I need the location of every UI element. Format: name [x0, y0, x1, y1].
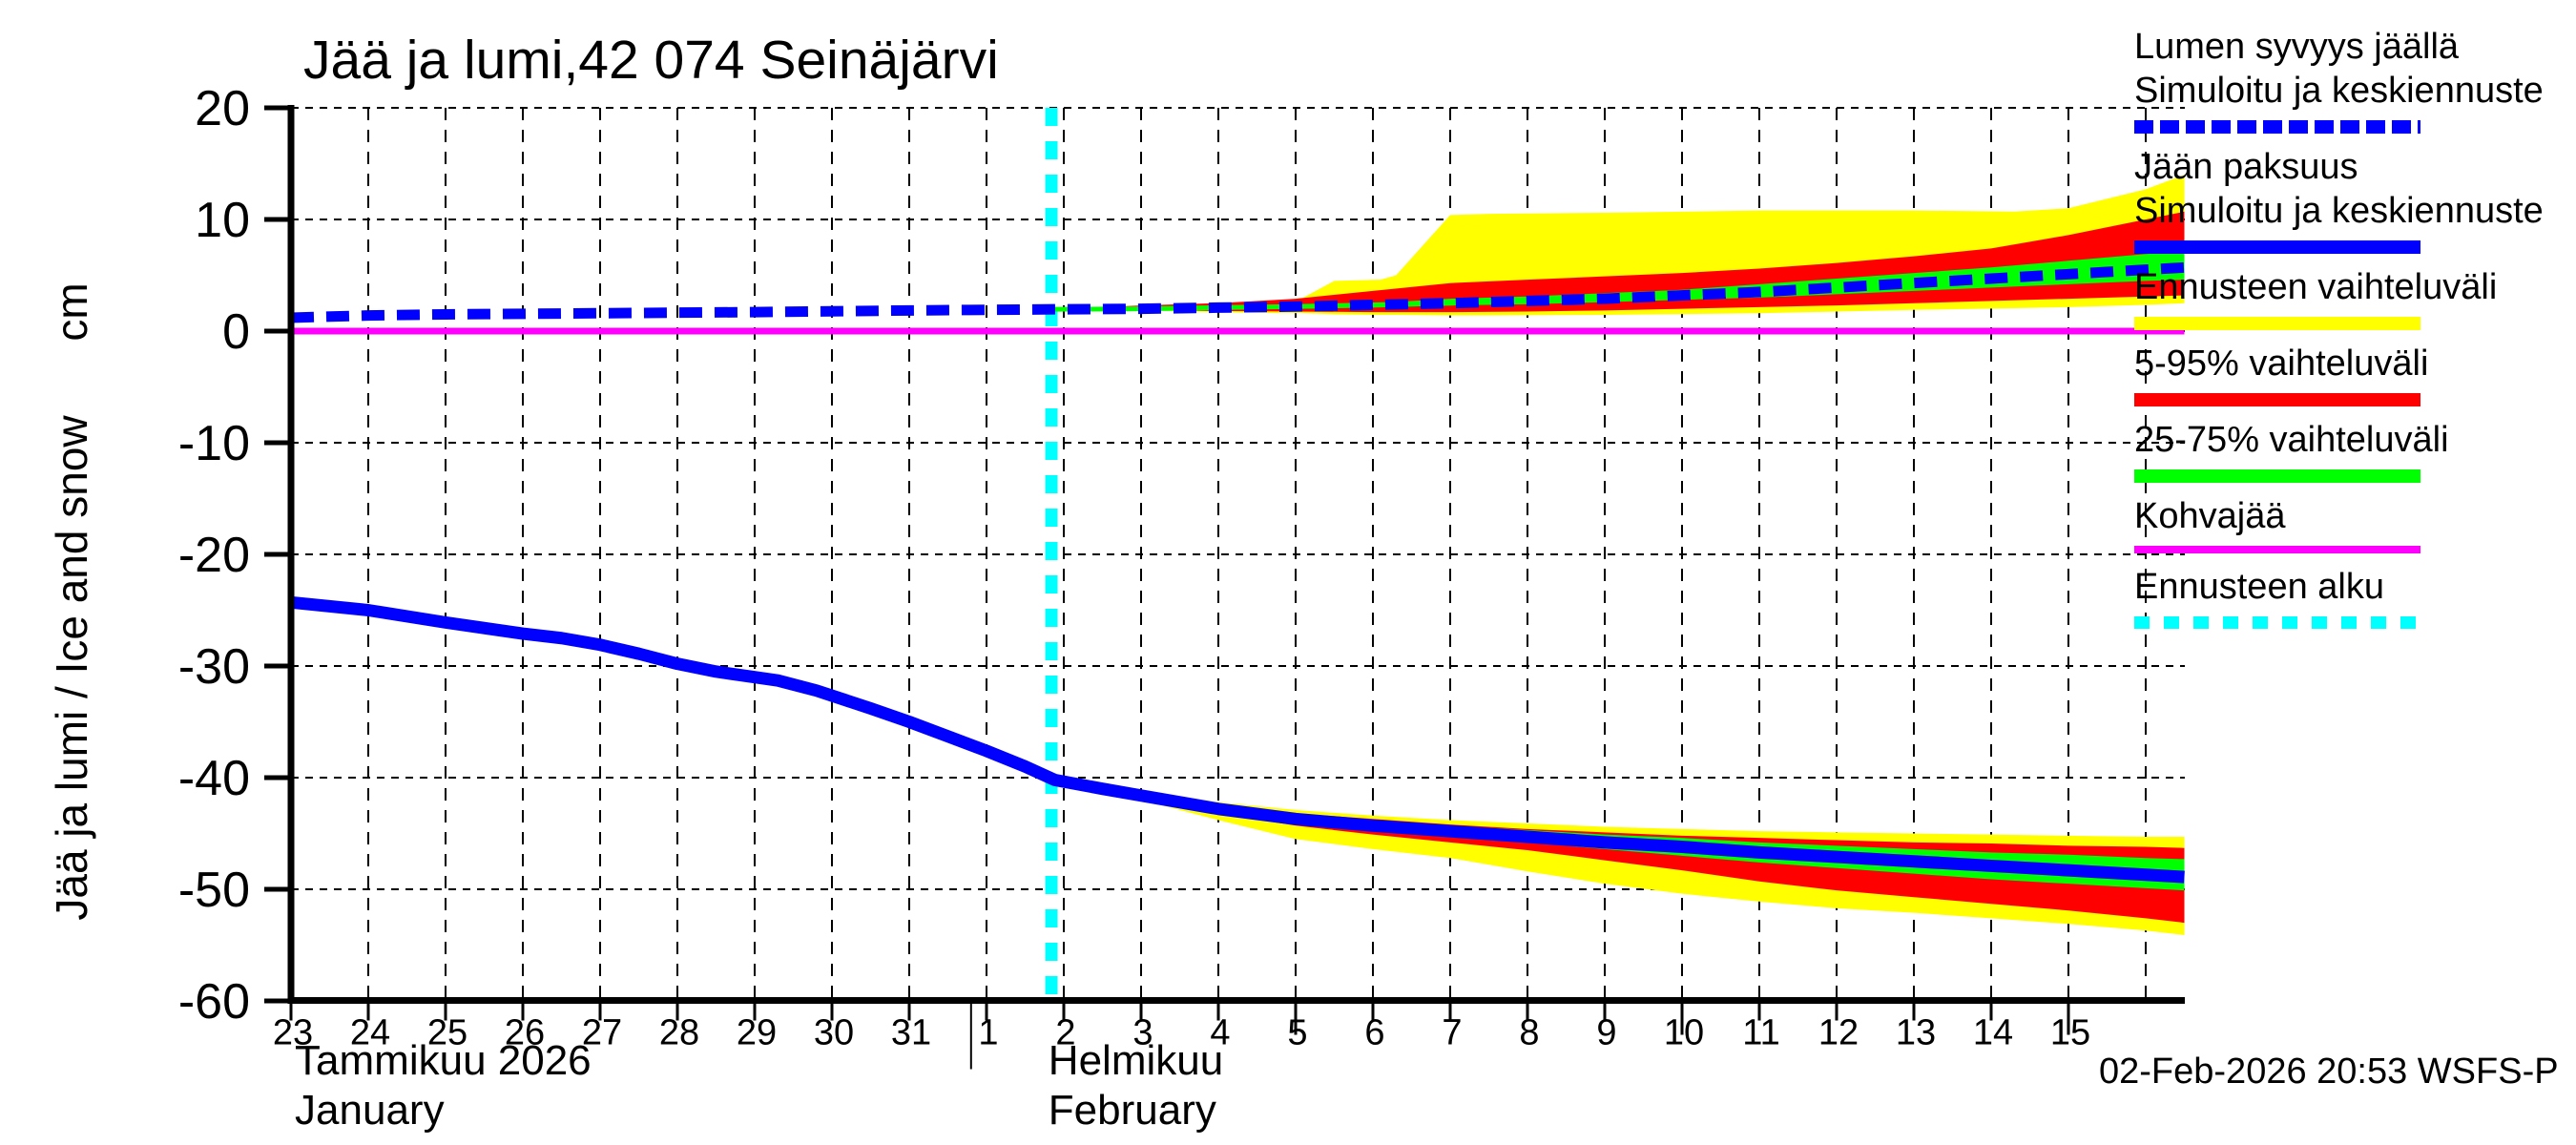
- legend-item-ice-median: Jään paksuus Simuloitu ja keskiennuste: [2134, 145, 2554, 254]
- legend-sample-range-minmax: [2134, 317, 2420, 330]
- month-label-en: January: [295, 1087, 445, 1134]
- snow-depth-line: [290, 261, 2185, 323]
- x-tick-label: 25: [427, 1013, 467, 1053]
- timestamp: 02-Feb-2026 20:53 WSFS-P: [2099, 1051, 2559, 1092]
- legend-label: 25-75% vaihteluväli: [2134, 420, 2449, 460]
- x-tick-label: 31: [891, 1013, 931, 1053]
- y-tick-label: -60: [178, 974, 250, 1030]
- y-tick-label: 20: [195, 81, 250, 136]
- x-tick-label: 29: [737, 1013, 777, 1053]
- x-tick-label: 23: [273, 1013, 313, 1053]
- legend-label: Ennusteen vaihteluväli: [2134, 267, 2498, 307]
- month-label-fi: Tammikuu 2026: [295, 1037, 592, 1084]
- x-tick-label: 26: [505, 1013, 545, 1053]
- x-tick-label: 6: [1364, 1013, 1384, 1053]
- y-tick-label: -10: [178, 416, 250, 471]
- legend-label: 5-95% vaihteluväli: [2134, 344, 2429, 384]
- x-tick-label: 8: [1519, 1013, 1539, 1053]
- y-axis-ticks: 20 10 0 -10 -20 -30 -40 -50 -60: [178, 81, 291, 1030]
- x-tick-label: 30: [814, 1013, 854, 1053]
- x-tick-label: 10: [1664, 1013, 1704, 1053]
- legend-item-kohvajaa: Kohvajää: [2134, 494, 2554, 553]
- series-lines: [290, 261, 2185, 884]
- legend-item-range-25-75: 25-75% vaihteluväli: [2134, 418, 2554, 483]
- x-tick-label: 28: [659, 1013, 699, 1053]
- x-axis-ticks: 23 24 25 26 27 28 29 30 31 1 2 3 4 5 6 7 8 9 10 11 12 13 14 15: [273, 1004, 2090, 1070]
- legend-label: Ennusteen alku: [2134, 567, 2384, 607]
- y-tick-label: -40: [178, 751, 250, 806]
- legend-sample-ice-median: [2134, 240, 2420, 254]
- x-tick-label: 12: [1818, 1013, 1859, 1053]
- x-tick-label: 5: [1287, 1013, 1307, 1053]
- legend-sample-forecast-start: [2134, 616, 2420, 629]
- legend-sample-range-25-75: [2134, 469, 2420, 483]
- month-label-en: February: [1048, 1087, 1216, 1134]
- legend: Lumen syvyys jäällä Simuloitu ja keskienn…: [2134, 25, 2554, 640]
- x-tick-label: 3: [1132, 1013, 1153, 1053]
- x-tick-label: 7: [1442, 1013, 1462, 1053]
- legend-label: Simuloitu ja keskiennuste: [2134, 191, 2544, 231]
- x-tick-label: 2: [1055, 1013, 1075, 1053]
- legend-label: Simuloitu ja keskiennuste: [2134, 71, 2544, 111]
- y-tick-label: -30: [178, 639, 250, 695]
- month-label: Helmikuu February: [1049, 1036, 1223, 1135]
- legend-item-forecast-start: Ennusteen alku: [2134, 565, 2554, 629]
- y-tick-label: -50: [178, 863, 250, 918]
- y-tick-label: 10: [195, 193, 250, 248]
- legend-label: Lumen syvyys jäällä: [2134, 27, 2460, 67]
- x-tick-label: 11: [1742, 1013, 1779, 1053]
- legend-item-range-minmax: Ennusteen vaihteluväli: [2134, 265, 2554, 330]
- x-tick-label: 1: [978, 1013, 998, 1053]
- x-tick-label: 4: [1210, 1013, 1230, 1053]
- x-tick-label: 27: [582, 1013, 622, 1053]
- y-tick-label: -20: [178, 528, 250, 583]
- ice-thickness-line: [290, 595, 2185, 884]
- x-tick-label: 15: [2050, 1013, 2090, 1053]
- x-tick-label: 24: [350, 1013, 390, 1053]
- legend-item-snow-median: Lumen syvyys jäällä Simuloitu ja keskienn…: [2134, 25, 2554, 134]
- legend-sample-range-5-95: [2134, 393, 2420, 406]
- legend-sample-snow-median: [2134, 120, 2420, 134]
- month-label: Tammikuu 2026 January: [295, 1036, 592, 1135]
- y-tick-label: 0: [222, 304, 250, 360]
- legend-label: Jään paksuus: [2134, 147, 2358, 187]
- legend-sample-kohvajaa: [2134, 546, 2420, 553]
- legend-label: Kohvajää: [2134, 496, 2286, 536]
- month-label-fi: Helmikuu: [1048, 1037, 1224, 1084]
- x-tick-label: 9: [1596, 1013, 1616, 1053]
- x-tick-label: 13: [1896, 1013, 1936, 1053]
- v-gridlines: [367, 108, 2147, 998]
- ice-range-5-95: [1054, 780, 2185, 924]
- x-tick-label: 14: [1973, 1013, 2013, 1053]
- legend-item-range-5-95: 5-95% vaihteluväli: [2134, 342, 2554, 406]
- chart-title: Jää ja lumi,42 074 Seinäjärvi: [303, 30, 999, 91]
